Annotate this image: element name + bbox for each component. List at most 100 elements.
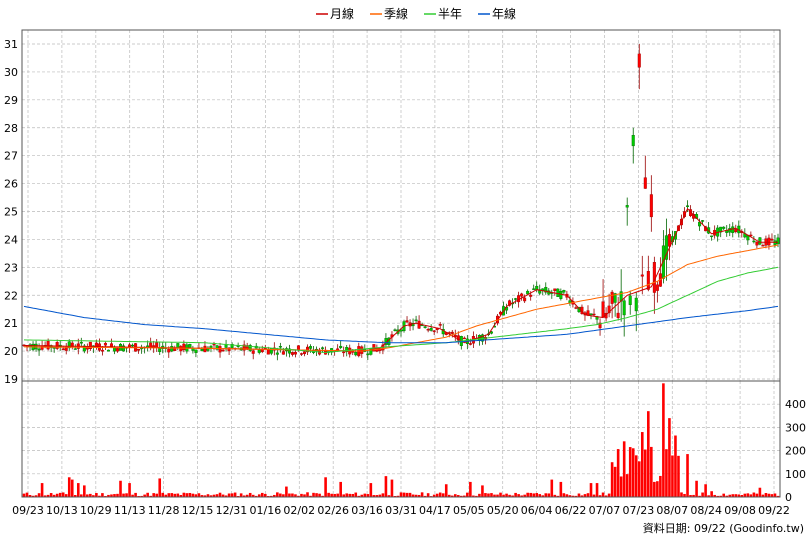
candle-body — [770, 238, 774, 241]
volume-bar — [324, 477, 327, 497]
candle-body — [429, 328, 433, 331]
volume-bar — [529, 492, 532, 497]
x-tick-label: 08/24 — [690, 504, 722, 517]
candle-body — [734, 229, 738, 233]
x-tick-label: 12/31 — [216, 504, 248, 517]
candle-body — [520, 293, 524, 297]
volume-bar — [86, 494, 89, 497]
volume-bar — [707, 495, 710, 497]
candle-body — [82, 345, 86, 352]
x-tick-label: 03/31 — [385, 504, 417, 517]
volume-tick-label: 200 — [785, 445, 806, 458]
volume-bar — [76, 483, 80, 497]
volume-bar — [704, 484, 707, 497]
x-tick-label: 05/05 — [453, 504, 485, 517]
volume-bar — [598, 495, 602, 497]
volume-bar — [426, 493, 430, 497]
candle-body — [137, 348, 141, 351]
volume-bar — [251, 494, 255, 497]
volume-bar — [722, 493, 726, 497]
candle-body — [88, 341, 92, 350]
volume-bar — [396, 495, 400, 497]
candle-body — [55, 342, 59, 349]
y-tick-label: 22 — [4, 289, 18, 302]
volume-bar — [592, 494, 596, 497]
volume-bar — [378, 494, 382, 497]
candle-body — [293, 352, 297, 355]
candle-body — [752, 240, 756, 243]
volume-bar — [49, 493, 53, 497]
volume-bar — [254, 495, 258, 497]
candle-body — [758, 237, 762, 245]
candle-body — [366, 353, 370, 356]
volume-bar — [610, 462, 614, 497]
candle-body — [667, 234, 671, 247]
volume-bar — [113, 494, 116, 497]
volume-bar — [173, 493, 177, 497]
volume-bar — [674, 435, 677, 497]
candle-body — [115, 348, 119, 352]
volume-bar — [547, 493, 551, 497]
volume-bar — [360, 494, 364, 497]
candle-body — [354, 351, 358, 356]
volume-bar — [453, 494, 457, 497]
candle-body — [538, 289, 542, 294]
volume-bar — [309, 495, 312, 497]
candle-body — [514, 298, 518, 300]
volume-bar — [640, 432, 644, 497]
volume-bar — [616, 449, 620, 497]
volume-bar — [749, 494, 753, 497]
candle-body — [257, 349, 261, 353]
volume-bar — [565, 494, 569, 497]
volume-bar — [125, 493, 128, 497]
candle-body — [275, 352, 279, 355]
volume-bar — [22, 493, 26, 497]
volume-bar — [469, 481, 472, 497]
volume-bar — [188, 492, 192, 497]
x-tick-label: 06/04 — [521, 504, 553, 517]
legend-label: 月線 — [330, 6, 354, 21]
volume-bar — [508, 494, 511, 497]
candle-body — [158, 347, 162, 352]
volume-bar — [408, 492, 412, 497]
volume-bar — [402, 492, 406, 497]
volume-bar — [472, 495, 475, 497]
candle-body — [405, 320, 409, 323]
y-tick-label: 25 — [4, 206, 18, 219]
candle-body — [360, 346, 364, 354]
y-tick-label: 28 — [4, 122, 18, 135]
volume-tick-label: 300 — [785, 421, 806, 434]
volume-bar — [152, 493, 155, 497]
volume-bar — [31, 495, 35, 497]
volume-bar — [55, 493, 59, 497]
volume-bar — [523, 494, 526, 497]
candle-body — [686, 205, 690, 207]
volume-bar — [532, 493, 536, 497]
y-tick-label: 21 — [4, 317, 18, 330]
volume-bar — [257, 494, 261, 497]
candle-body — [643, 177, 647, 189]
volume-bar — [64, 494, 68, 497]
volume-bar — [28, 495, 32, 497]
volume-bar — [312, 492, 315, 497]
x-tick-label: 09/22 — [758, 504, 790, 517]
candle-body — [592, 313, 596, 316]
volume-bar — [728, 494, 732, 497]
y-tick-label: 23 — [4, 261, 18, 274]
volume-bar — [496, 494, 499, 497]
volume-bar — [710, 491, 713, 497]
volume-bar — [550, 479, 554, 497]
volume-bar — [776, 495, 780, 497]
volume-bar — [562, 493, 566, 497]
y-tick-label: 30 — [4, 66, 18, 79]
volume-bar — [601, 492, 605, 497]
volume-bar — [499, 492, 502, 497]
candle-body — [450, 331, 454, 334]
volume-bar — [505, 493, 508, 497]
candle-body — [227, 347, 231, 352]
date-x-axis: 09/23 10/13 10/29 11/13 11/28 12/15 12/31 01/16… — [12, 504, 790, 517]
candle-body — [266, 349, 270, 355]
volume-bar — [689, 495, 692, 497]
candle-body — [508, 300, 512, 306]
candle-body — [532, 288, 536, 290]
